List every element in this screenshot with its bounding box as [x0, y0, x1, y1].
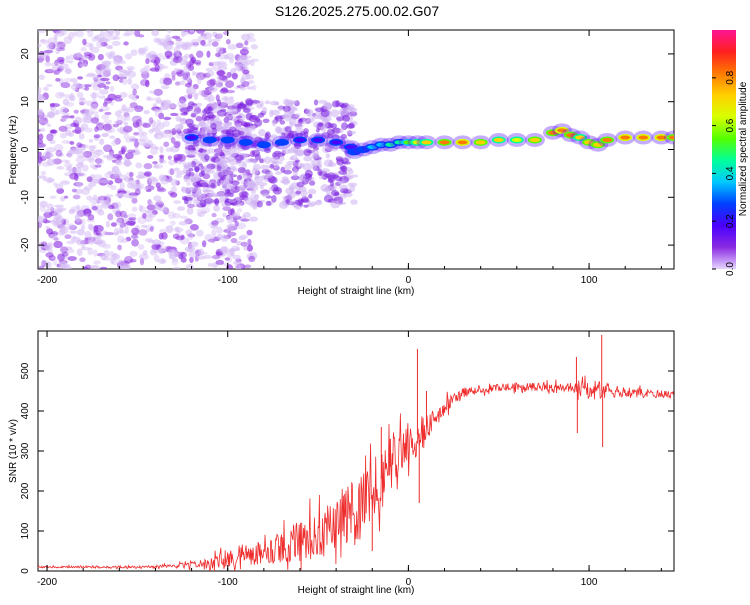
colorbar-label: Normalized spectral amplitude — [738, 81, 749, 216]
colorbar: 0.0 0.2 0.4 0.6 0.8 Normalized spectral ampl… — [712, 30, 749, 276]
snr-y-tick-label: 400 — [20, 402, 31, 419]
spectrogram-ridge-point — [326, 135, 347, 150]
spectrogram-y-tick-label: -20 — [20, 237, 31, 252]
spectrogram-ridge-point — [506, 132, 527, 147]
snr-x-tick-label: -200 — [37, 577, 57, 588]
spectrogram-x-tick-label: 100 — [581, 275, 598, 286]
spectrogram-x-tick-label: -100 — [218, 275, 238, 286]
snr-panel: -200 -100 0 100 0 100 200 300 400 500 Height of s… — [8, 330, 675, 596]
spectrogram-ridge-point — [633, 130, 654, 145]
snr-y-tick-label: 0 — [20, 568, 31, 574]
spectrogram-x-label: Height of straight line (km) — [298, 286, 415, 297]
spectrogram-ridge-point — [524, 132, 545, 147]
spectrogram-ridge-point — [289, 132, 310, 147]
spectrogram-y-tick-label: 20 — [20, 48, 31, 60]
snr-x-label: Height of straight line (km) — [298, 585, 415, 596]
spectrogram-ridge-point — [615, 130, 636, 145]
colorbar-tick-label: 0.0 — [725, 262, 736, 276]
spectrogram-ridge-point — [217, 132, 238, 147]
colorbar-ticks: 0.0 0.2 0.4 0.6 0.8 — [712, 70, 736, 276]
spectrogram-ridge-point — [488, 132, 509, 147]
snr-series-line — [38, 375, 674, 571]
snr-y-tick-label: 200 — [20, 482, 31, 499]
spectrogram-noise — [38, 30, 359, 269]
spectrogram-ridge-point — [308, 132, 329, 147]
spectrogram-x-tick-label: 0 — [406, 275, 412, 286]
spectrogram-ridge-point — [651, 130, 672, 145]
spectrogram-ridge-point — [597, 132, 618, 147]
snr-x-tick-label: -100 — [218, 577, 238, 588]
snr-x-tick-label: 100 — [581, 577, 598, 588]
spectrogram-marks — [38, 30, 674, 269]
snr-y-tick-label: 100 — [20, 522, 31, 539]
spectrogram-ridge-point — [271, 135, 292, 150]
colorbar-gradient — [712, 30, 736, 269]
colorbar-tick-label: 0.4 — [725, 166, 736, 180]
figure-title: S126.2025.275.00.02.G07 — [275, 3, 439, 19]
spectrogram-ridge-point — [452, 135, 473, 150]
colorbar-tick-label: 0.2 — [725, 214, 736, 228]
spectrogram-y-tick-label: 10 — [20, 96, 31, 108]
snr-marks — [38, 335, 674, 571]
colorbar-tick-label: 0.8 — [725, 70, 736, 84]
snr-y-tick-label: 500 — [20, 362, 31, 379]
spectrogram-x-tick-label: -200 — [37, 275, 57, 286]
spectrogram-ridge-point — [664, 130, 674, 145]
spectrogram-ridge-point — [416, 135, 437, 150]
spectrogram-ridge-point — [181, 130, 202, 145]
snr-x-tick-label: 0 — [406, 577, 412, 588]
spectrogram-ridge-point — [235, 135, 256, 150]
snr-axes: -200 -100 0 100 0 100 200 300 400 500 — [20, 331, 674, 588]
spectrogram-y-label: Frequency (Hz) — [8, 116, 19, 185]
spectrogram-ridge-point — [253, 137, 274, 152]
colorbar-tick-label: 0.6 — [725, 118, 736, 132]
spectrogram-ridge-point — [434, 135, 455, 150]
snr-y-tick-label: 300 — [20, 442, 31, 459]
spectrogram-y-tick-label: 0 — [20, 146, 31, 152]
spectrogram-ridge-point — [199, 132, 220, 147]
spectrogram-y-tick-label: -10 — [20, 190, 31, 205]
spectrogram-ridge-point — [470, 135, 491, 150]
snr-y-label: SNR (10 * v/v) — [8, 419, 19, 483]
